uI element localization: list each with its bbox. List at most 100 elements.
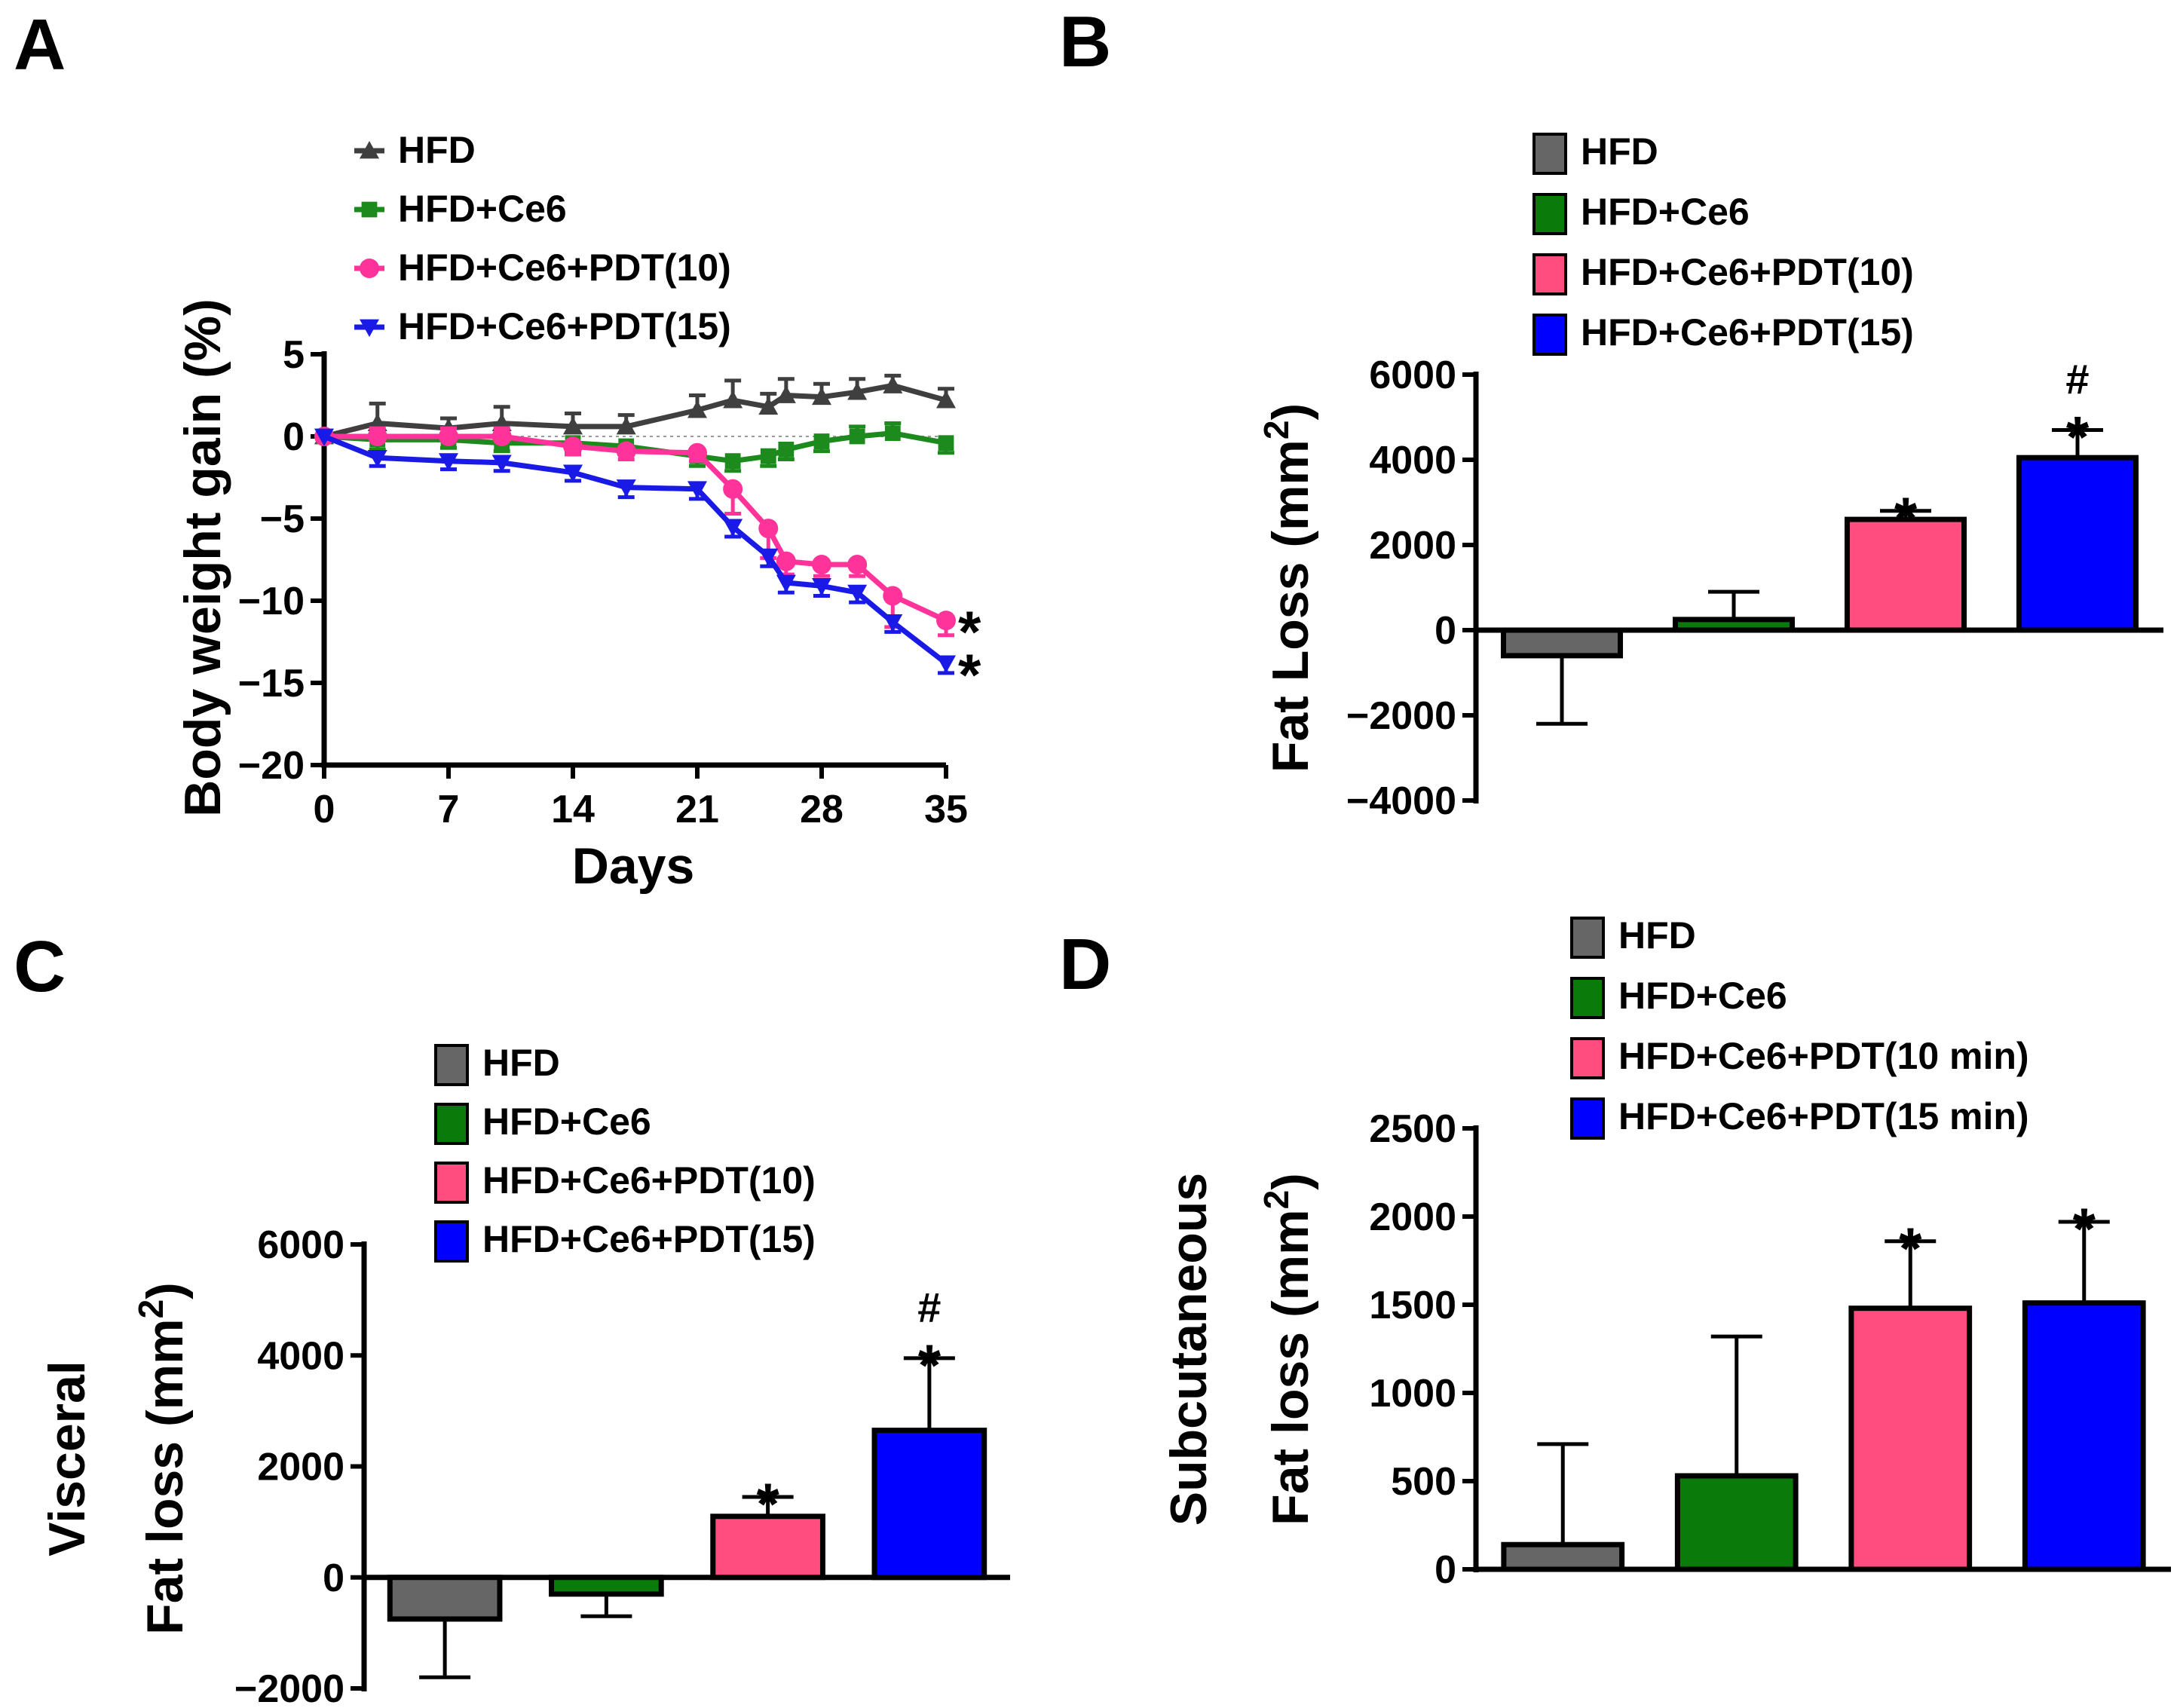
data-point (813, 433, 830, 449)
legend-marker (360, 319, 379, 337)
legend-label: HFD (482, 1042, 560, 1084)
data-point (883, 614, 903, 632)
data-point (723, 519, 743, 537)
y-tick-label: −10 (238, 580, 305, 623)
series-hfd-ce6 (316, 421, 954, 473)
x-axis-title: Days (572, 837, 695, 895)
data-point (812, 555, 831, 575)
data-point (776, 574, 796, 593)
bar (1500, 627, 1624, 659)
y-tick-label: −2000 (234, 1667, 344, 1708)
significance-hash: # (2065, 355, 2089, 403)
bar-group-1 (1674, 1334, 1799, 1572)
legend-label: HFD+Ce6 (1618, 975, 1787, 1017)
significance-star: * (918, 1332, 942, 1398)
data-point (314, 428, 334, 446)
data-point (776, 551, 796, 571)
data-point (616, 441, 636, 461)
bar-group-3: * (2022, 1195, 2146, 1572)
data-point (883, 375, 903, 393)
data-point (687, 481, 707, 499)
y-tick-label: −4000 (1346, 779, 1456, 823)
legend-marker (360, 259, 379, 278)
data-point (776, 385, 796, 403)
y-tick-label: 1500 (1369, 1284, 1456, 1327)
bar (1674, 1473, 1799, 1572)
data-point (760, 448, 776, 464)
x-tick-label: 21 (675, 788, 719, 831)
series-line (323, 433, 948, 666)
data-point (563, 436, 583, 457)
data-point (439, 427, 458, 446)
bar (2022, 1300, 2146, 1572)
series-line (323, 382, 947, 439)
y-tick-label: −5 (260, 497, 305, 541)
legend-label: HFD+Ce6 (482, 1100, 651, 1143)
data-point (616, 479, 636, 497)
x-tick-label: 7 (438, 788, 460, 831)
series-hfd-ce6-pdt-15- (314, 428, 956, 675)
bar-group-1 (549, 1575, 664, 1618)
y-tick-label: −15 (238, 662, 305, 706)
legend-swatch (434, 1044, 469, 1086)
data-point (367, 449, 387, 468)
data-point (723, 390, 743, 409)
data-point (883, 586, 903, 606)
bar (549, 1575, 664, 1597)
x-tick-label: 14 (551, 788, 595, 831)
bar (1848, 1305, 1973, 1572)
y-tick-label: 2000 (1369, 1195, 1456, 1239)
legend-label: HFD+Ce6 (1581, 191, 1750, 233)
data-point (778, 442, 795, 458)
bar (387, 1575, 503, 1622)
data-point (724, 453, 741, 470)
y-tick-label: 6000 (257, 1223, 344, 1267)
bar (871, 1428, 987, 1581)
y-tick-label: 2000 (257, 1446, 344, 1489)
data-point (847, 555, 868, 575)
y-tick-label: 4000 (257, 1334, 344, 1378)
significance-star: * (2066, 403, 2090, 470)
y-tick-label: 1000 (1369, 1372, 1456, 1416)
significance-star: * (1899, 1215, 1922, 1281)
bar-group-2: * (1844, 485, 1967, 633)
legend-label: HFD+Ce6+PDT(10) (482, 1159, 816, 1201)
y-axis-title: Fat Loss (mm2) (1257, 403, 1319, 773)
data-point (491, 427, 512, 446)
legend-label: HFD+Ce6+PDT(15 min) (1618, 1095, 2029, 1137)
bar-group-1 (1672, 589, 1796, 633)
bar (1844, 516, 1967, 633)
data-point (812, 387, 831, 406)
y-tick-label: 0 (323, 1556, 344, 1600)
significance-star: * (2073, 1195, 2096, 1262)
legend-label: HFD+Ce6+PDT(10 min) (1618, 1035, 2029, 1077)
legend-swatch (1532, 314, 1567, 356)
data-point (687, 442, 707, 463)
panel-letter: C (14, 926, 66, 1007)
legend-swatch (434, 1103, 469, 1145)
data-point (758, 519, 779, 539)
y-tick-label: 2000 (1369, 524, 1456, 568)
y-axis-title: Fat loss (mm2) (1257, 1173, 1319, 1526)
bar (1672, 617, 1796, 633)
bar-group-3: *# (871, 1284, 987, 1581)
legend-swatch (1570, 1037, 1605, 1079)
legend-label: HFD+Ce6+PDT(15) (1581, 311, 1914, 354)
data-point (439, 453, 458, 471)
legend-marker (361, 201, 378, 218)
y-axis-title-line1: Visceral (38, 1361, 96, 1556)
y-tick-label: 5 (283, 333, 305, 377)
data-point (936, 655, 956, 673)
data-point (812, 577, 831, 596)
y-tick-label: −2000 (1346, 694, 1456, 738)
data-point (616, 416, 636, 435)
significance-star: * (756, 1471, 779, 1537)
bar-group-3: *# (2016, 355, 2139, 633)
legend-swatch (1570, 917, 1605, 959)
legend-label: HFD (1618, 914, 1696, 957)
significance-star: * (958, 598, 981, 665)
y-tick-label: −20 (238, 744, 305, 788)
bar (1501, 1541, 1625, 1572)
